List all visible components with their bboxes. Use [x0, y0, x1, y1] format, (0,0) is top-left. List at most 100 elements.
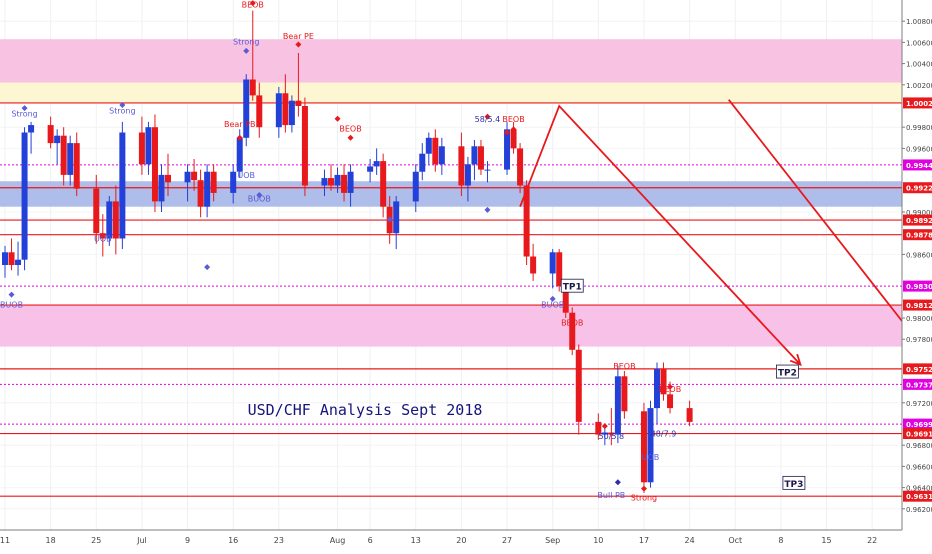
- x-tick-label: 22: [867, 536, 877, 545]
- candle-body: [73, 143, 80, 189]
- chart-title: USD/CHF Analysis Sept 2018: [248, 401, 483, 419]
- level-price-tag: [903, 229, 932, 241]
- target-box: [776, 364, 799, 379]
- signal-label: Strong: [233, 38, 259, 47]
- candle-body: [184, 171, 191, 183]
- level-price-tag: [903, 299, 932, 311]
- level-price-tag: [903, 363, 932, 375]
- signal-marker: [601, 423, 608, 430]
- candle-body: [341, 174, 348, 193]
- level-price-tag: [903, 428, 932, 440]
- signal-marker: [295, 41, 302, 48]
- level-price-tag: [903, 490, 932, 502]
- y-tick-label: 1.00800: [906, 18, 932, 26]
- y-tick-label: 1.00600: [906, 39, 932, 47]
- candle-body: [230, 171, 237, 193]
- candle-body: [458, 146, 465, 186]
- signal-label: 48/7.9: [651, 430, 677, 439]
- target-box: [560, 278, 584, 293]
- candle-body: [295, 100, 302, 106]
- candle-body: [477, 146, 484, 170]
- candle-body: [595, 421, 602, 435]
- level-price-tag: [903, 97, 932, 109]
- candle-body: [249, 79, 256, 96]
- signal-marker: [510, 126, 517, 133]
- candle-body: [530, 256, 537, 274]
- candle-body: [660, 368, 667, 395]
- signal-marker: [347, 134, 354, 141]
- x-tick-label: 10: [593, 536, 603, 545]
- signal-label: Bear PE: [283, 32, 314, 41]
- y-tick-label: 1.00400: [906, 61, 932, 69]
- candle-body: [412, 171, 419, 202]
- level-price-tag: [903, 418, 932, 430]
- candle-body: [517, 148, 524, 186]
- signal-label: BEOB: [502, 115, 524, 124]
- candle-body: [504, 129, 511, 170]
- signal-label: BEOB: [613, 362, 635, 371]
- signal-label: BEOB: [242, 0, 264, 9]
- candle-body: [197, 180, 204, 207]
- candle-body: [328, 178, 334, 186]
- candle-body: [256, 95, 263, 128]
- candle-body: [647, 408, 654, 483]
- candle-body: [393, 201, 400, 234]
- level-price-tag: [903, 280, 932, 292]
- target-label: TP1: [563, 283, 582, 293]
- signal-label: 50/5.8: [599, 432, 625, 441]
- candle-body: [28, 125, 35, 133]
- x-tick-label: 8: [778, 536, 783, 545]
- signal-marker: [8, 291, 15, 298]
- x-tick-label: 15: [821, 536, 831, 545]
- candle-body: [112, 201, 119, 239]
- candle-body: [288, 100, 295, 126]
- x-tick-label: 16: [228, 536, 238, 545]
- candle-body: [60, 135, 67, 175]
- candle-body: [380, 161, 387, 207]
- x-tick-label: 27: [502, 536, 512, 545]
- level-price-label: 0.98122: [906, 302, 932, 310]
- candle-body: [334, 174, 341, 186]
- candle-body: [321, 178, 328, 186]
- level-price-label: 0.99444: [906, 162, 932, 170]
- level-price-label: 1.00029: [906, 100, 932, 108]
- x-tick-label: 20: [456, 536, 466, 545]
- signal-label: Bear PB: [224, 120, 255, 129]
- candle-body: [432, 137, 439, 165]
- signal-label: BEOB: [659, 385, 681, 394]
- signal-marker: [640, 485, 647, 492]
- level-price-label: 0.98301: [906, 283, 932, 291]
- level-price-tag: [903, 159, 932, 171]
- level-price-label: 0.96319: [906, 493, 932, 501]
- candle-body: [151, 127, 158, 202]
- candle-body: [419, 153, 426, 172]
- x-tick-label: Oct: [728, 536, 742, 545]
- candle-body: [210, 171, 217, 193]
- signal-marker: [119, 101, 126, 108]
- candle-body: [640, 411, 647, 483]
- signal-marker: [236, 134, 243, 141]
- signal-label: Strong: [109, 106, 135, 115]
- signal-marker: [504, 129, 511, 136]
- signal-label: Bull PB: [597, 491, 625, 500]
- signal-marker: [484, 206, 491, 213]
- x-tick-label: Jul: [136, 536, 147, 545]
- candle-body: [47, 125, 54, 144]
- candle-body: [373, 161, 380, 167]
- level-price-label: 0.97374: [906, 381, 932, 389]
- price-zone: [0, 305, 902, 347]
- candle-body: [614, 376, 621, 435]
- signal-label: Strong: [631, 493, 657, 502]
- candle-body: [667, 394, 674, 409]
- signal-marker: [549, 295, 556, 302]
- candle-body: [8, 252, 15, 265]
- x-tick-label: 13: [411, 536, 421, 545]
- price-zone: [0, 39, 902, 83]
